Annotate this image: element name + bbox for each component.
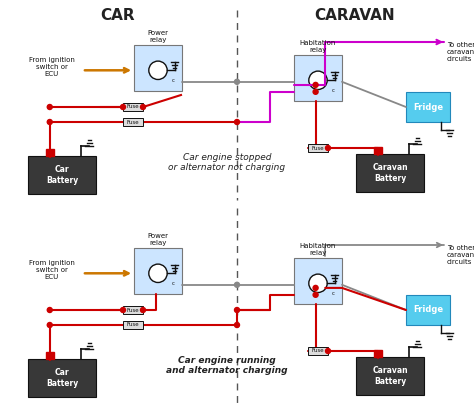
Bar [123,306,143,314]
Text: Fuse: Fuse [312,145,324,151]
Bar [374,147,382,154]
Bar [294,55,342,101]
Text: Power
relay: Power relay [147,30,168,43]
Text: Power
relay: Power relay [147,233,168,246]
Bar [123,321,143,329]
Text: c: c [331,291,335,296]
Text: Fridge: Fridge [413,306,443,315]
Circle shape [149,264,167,282]
Bar [134,248,182,294]
Circle shape [149,61,167,79]
Text: To other
caravan
circuits: To other caravan circuits [447,42,474,62]
Bar [28,156,96,194]
Text: Fuse: Fuse [312,348,324,354]
Bar [356,154,424,192]
Bar [308,347,328,355]
Bar [406,295,450,325]
Bar [123,118,143,126]
Text: CAR: CAR [100,8,135,23]
Text: From ignition
switch or
ECU: From ignition switch or ECU [29,260,75,280]
Circle shape [47,322,52,328]
Text: Caravan
Battery: Caravan Battery [372,163,408,183]
Text: Fuse: Fuse [127,105,139,109]
Bar [406,92,450,122]
Text: Car
Battery: Car Battery [46,368,78,388]
Text: c: c [172,78,174,83]
Text: Car engine running
and alternator charging: Car engine running and alternator chargi… [166,356,288,375]
Text: Habitation
relay: Habitation relay [300,40,336,53]
Text: From ignition
switch or
ECU: From ignition switch or ECU [29,57,75,77]
Circle shape [140,308,146,313]
Bar [374,350,382,357]
Bar [356,357,424,395]
Bar [134,45,182,91]
Circle shape [313,285,318,291]
Bar [28,359,96,397]
Circle shape [235,120,239,125]
Text: Habitation
relay: Habitation relay [300,243,336,256]
Circle shape [309,71,327,90]
Circle shape [313,292,318,297]
Circle shape [140,105,146,109]
Bar [46,149,54,156]
Text: Fridge: Fridge [413,103,443,112]
Text: c: c [331,88,335,93]
Text: c: c [172,281,174,286]
Bar [123,103,143,111]
Circle shape [47,105,52,109]
Circle shape [326,348,330,354]
Circle shape [120,105,126,109]
Text: Car
Battery: Car Battery [46,165,78,185]
Bar [308,144,328,152]
Circle shape [235,282,239,287]
Bar [294,258,342,304]
Circle shape [326,145,330,151]
Bar [46,352,54,359]
Circle shape [313,82,318,88]
Circle shape [47,308,52,313]
Circle shape [120,308,126,313]
Circle shape [235,308,239,313]
Text: Caravan
Battery: Caravan Battery [372,366,408,386]
Text: Fuse: Fuse [127,120,139,125]
Circle shape [309,274,327,293]
Text: Fuse: Fuse [127,308,139,313]
Circle shape [313,89,318,94]
Text: Fuse: Fuse [127,322,139,328]
Text: CARAVAN: CARAVAN [315,8,395,23]
Text: Car engine stopped
or alternator not charging: Car engine stopped or alternator not cha… [168,153,285,173]
Circle shape [47,120,52,125]
Text: To other
caravan
circuits: To other caravan circuits [447,245,474,265]
Circle shape [235,322,239,328]
Circle shape [235,79,239,84]
